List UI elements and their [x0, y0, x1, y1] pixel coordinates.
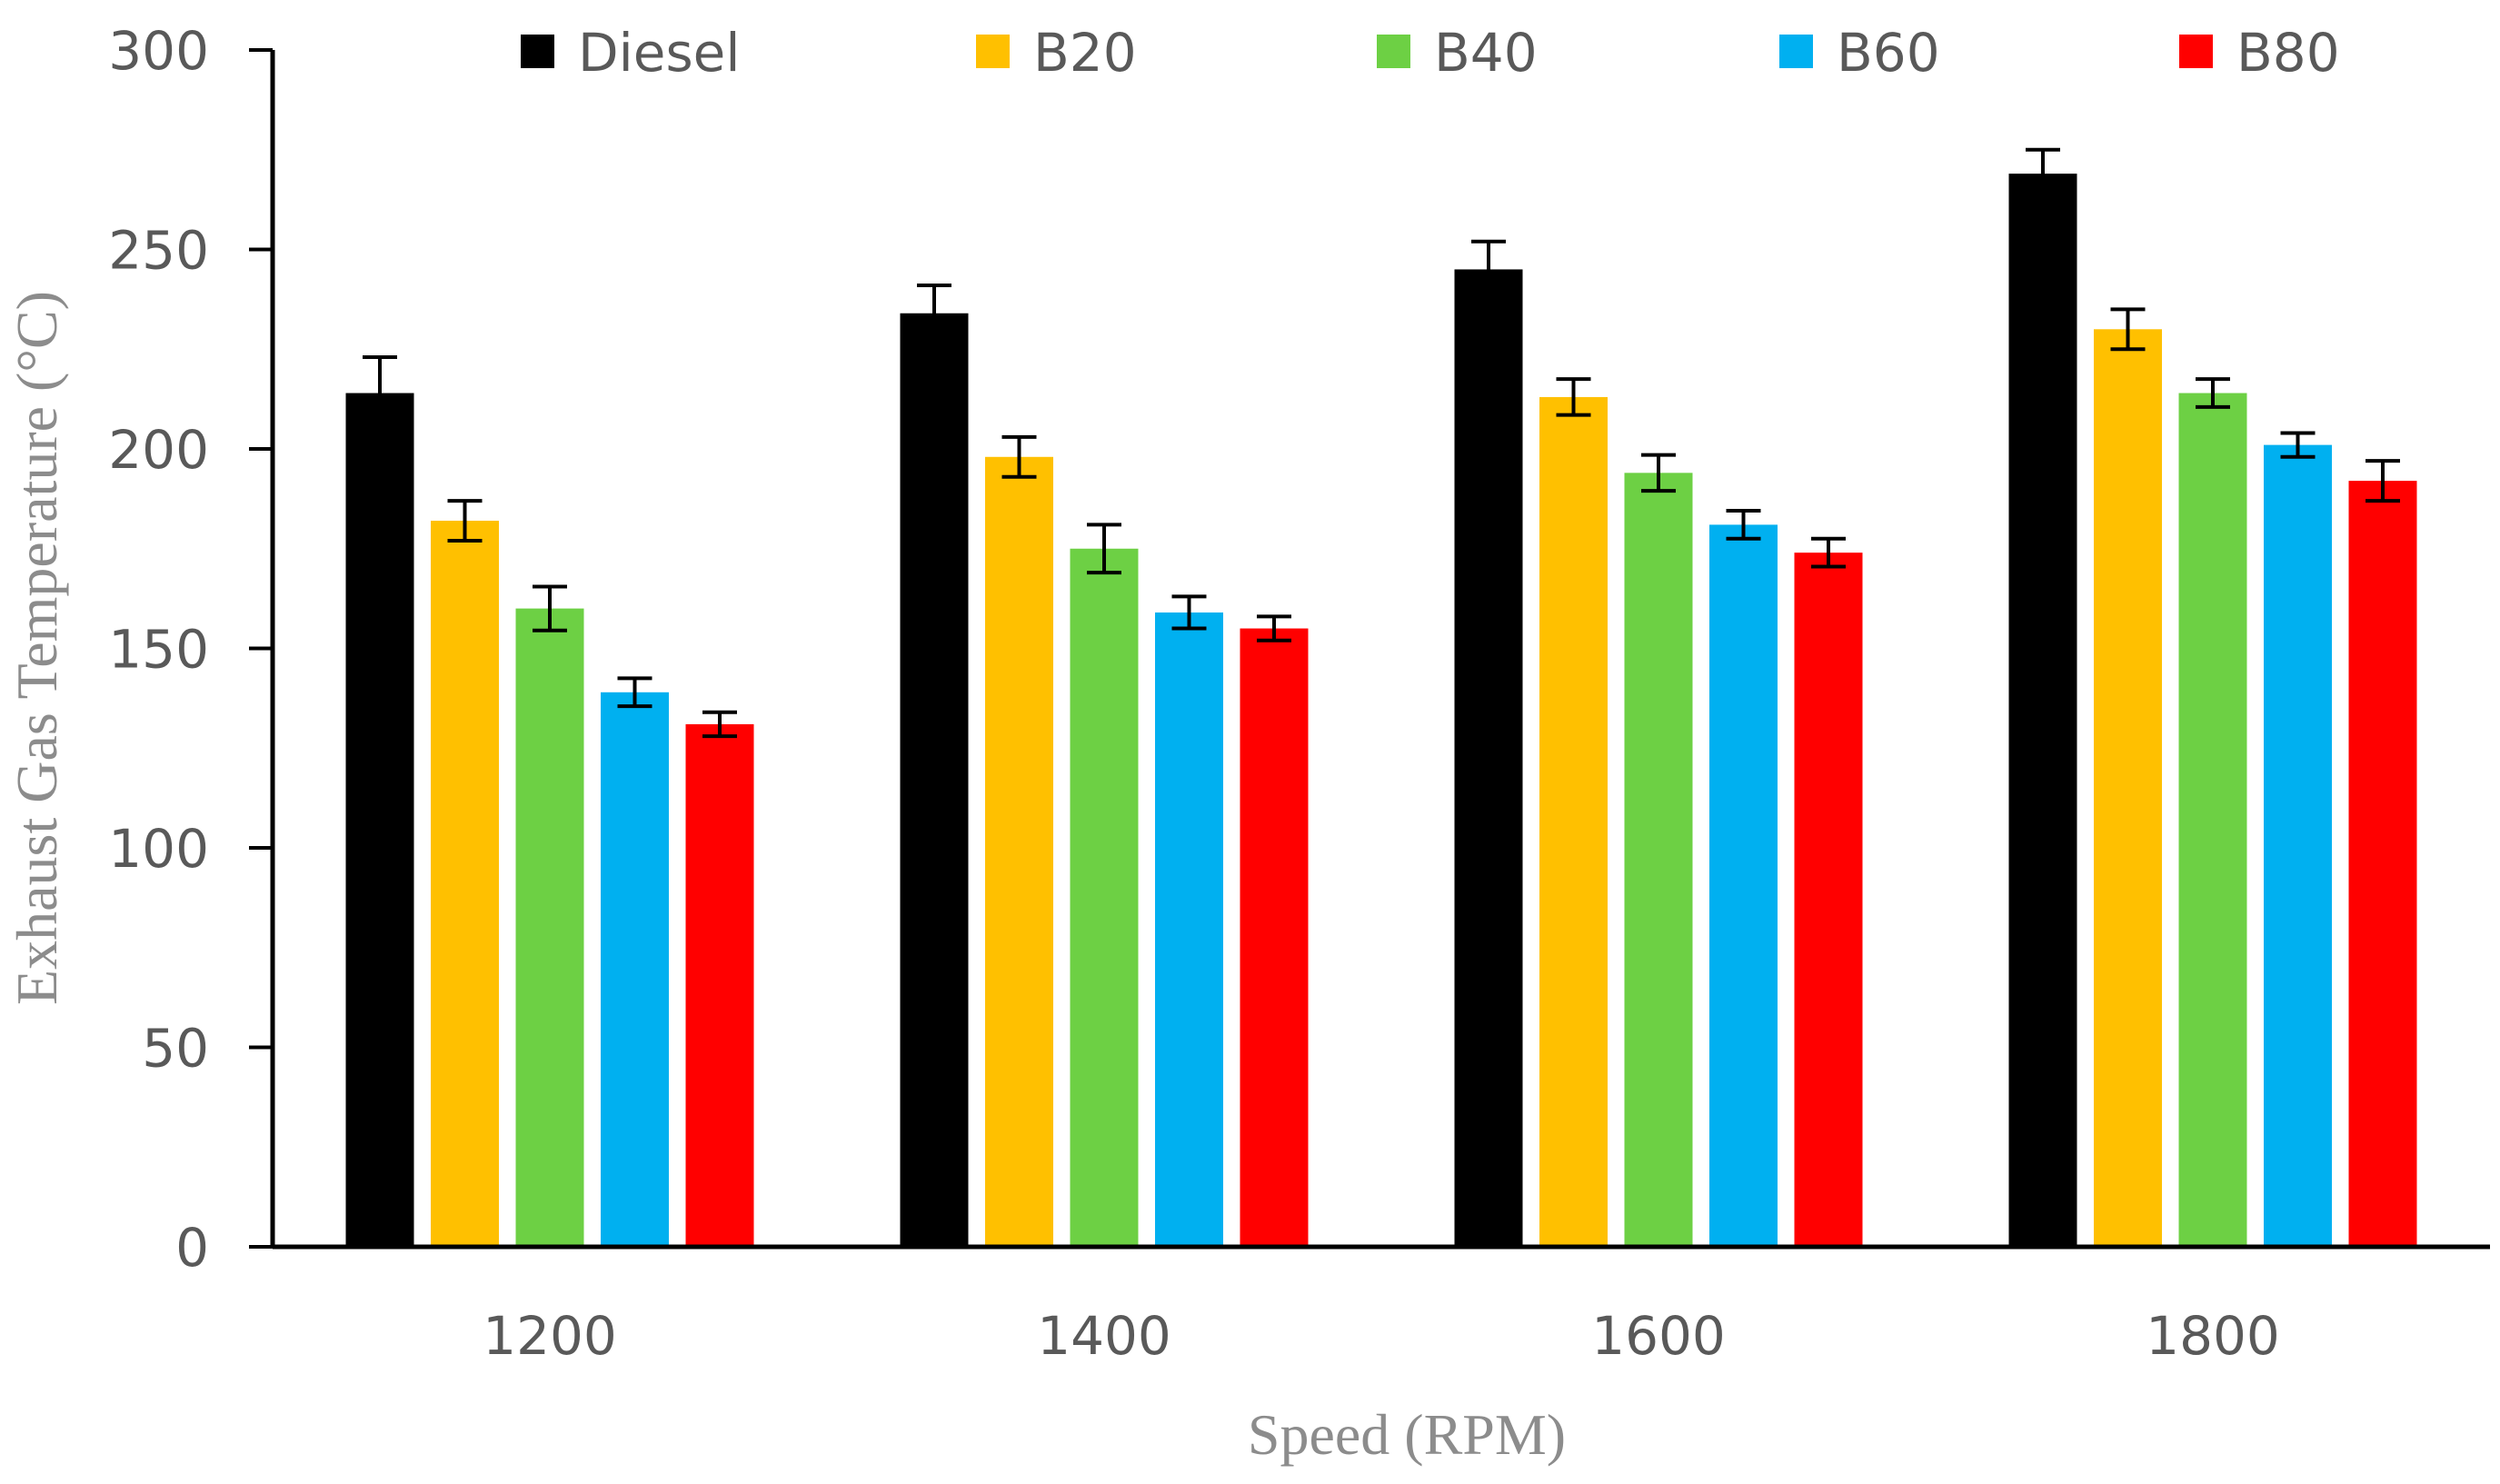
error-bar-b40-1600: [1641, 453, 1676, 493]
error-bars: [363, 147, 2400, 739]
error-bar-b40-1400: [1087, 523, 1121, 575]
bar-b20-1400: [985, 456, 1053, 1247]
bar-b20-1600: [1539, 396, 1608, 1247]
x-tick-label: 1400: [1037, 1305, 1171, 1367]
bar-b40-1600: [1624, 473, 1693, 1247]
bar-b80-1600: [1794, 553, 1863, 1247]
bars: [345, 174, 2417, 1248]
error-bar-b40-1800: [2196, 377, 2230, 409]
error-bar-b60-1200: [617, 676, 652, 709]
error-bar-b20-1200: [447, 499, 483, 543]
legend-swatch: [521, 35, 554, 68]
bar-b80-1800: [2348, 481, 2417, 1247]
bar-b20-1200: [431, 521, 499, 1247]
bar-b80-1400: [1240, 628, 1309, 1247]
error-bar-b20-1800: [2110, 307, 2146, 352]
x-tick-label: 1200: [483, 1305, 617, 1367]
error-bar-b60-1800: [2280, 431, 2316, 459]
bar-b60-1800: [2264, 444, 2332, 1247]
error-bar-b40-1200: [533, 584, 567, 632]
legend-item-b20: B20: [976, 22, 1137, 84]
error-bar-b80-1200: [702, 710, 737, 739]
error-bar-diesel-1600: [1471, 239, 1506, 300]
y-axis-ticks: 0 50 100 150 200 250 300: [108, 20, 273, 1279]
error-bar-b80-1600: [1811, 536, 1846, 569]
legend-item-b60: B60: [1779, 22, 1940, 84]
error-bar-b60-1400: [1171, 594, 1207, 631]
bar-b60-1600: [1709, 524, 1778, 1247]
y-axis-title: Exhaust Gas Temperature (°C): [5, 291, 69, 1005]
x-axis-title: Speed (RPM): [1248, 1402, 1566, 1467]
bar-b40-1800: [2178, 393, 2247, 1247]
y-tick-label: 200: [108, 419, 209, 481]
bar-b60-1400: [1155, 612, 1223, 1247]
y-tick-label: 100: [108, 818, 209, 880]
bar-b60-1200: [601, 692, 669, 1247]
error-bar-b60-1600: [1726, 509, 1761, 541]
y-tick-label: 50: [142, 1018, 209, 1080]
error-bar-diesel-1800: [2026, 147, 2060, 200]
legend-swatch: [1377, 35, 1410, 68]
bar-diesel-1800: [2008, 174, 2077, 1248]
error-bar-b80-1800: [2366, 459, 2400, 503]
error-bar-b20-1400: [1001, 434, 1037, 479]
axes: [270, 50, 2490, 1250]
legend-item-diesel: Diesel: [521, 22, 740, 84]
legend: Diesel B20 B40 B60 B80: [521, 22, 2340, 84]
error-bar-diesel-1200: [363, 355, 397, 432]
legend-item-b40: B40: [1377, 22, 1538, 84]
bar-b80-1200: [685, 723, 754, 1247]
x-tick-label: 1800: [2146, 1305, 2280, 1367]
legend-label: B20: [1033, 22, 1137, 84]
legend-label: B60: [1837, 22, 1940, 84]
legend-label: B80: [2236, 22, 2340, 84]
bar-diesel-1600: [1454, 269, 1523, 1248]
bar-b20-1800: [2094, 329, 2162, 1247]
x-tick-label: 1600: [1591, 1305, 1726, 1367]
legend-swatch: [976, 35, 1010, 68]
legend-item-b80: B80: [2179, 22, 2340, 84]
bar-b40-1200: [515, 608, 584, 1247]
x-axis-tick-labels: 1200 1400 1600 1800: [483, 1305, 2280, 1367]
y-tick-label: 300: [108, 20, 209, 82]
legend-label: Diesel: [578, 22, 740, 84]
error-bar-b20-1600: [1556, 377, 1591, 417]
bar-diesel-1200: [345, 393, 414, 1247]
legend-swatch: [2179, 35, 2213, 68]
error-bar-diesel-1400: [917, 284, 951, 344]
legend-label: B40: [1434, 22, 1538, 84]
legend-swatch: [1779, 35, 1813, 68]
bar-b40-1400: [1070, 548, 1139, 1247]
y-tick-label: 0: [175, 1217, 209, 1279]
y-tick-label: 150: [108, 619, 209, 681]
y-tick-label: 250: [108, 220, 209, 282]
error-bar-b80-1400: [1257, 614, 1291, 642]
bar-diesel-1400: [900, 313, 969, 1247]
